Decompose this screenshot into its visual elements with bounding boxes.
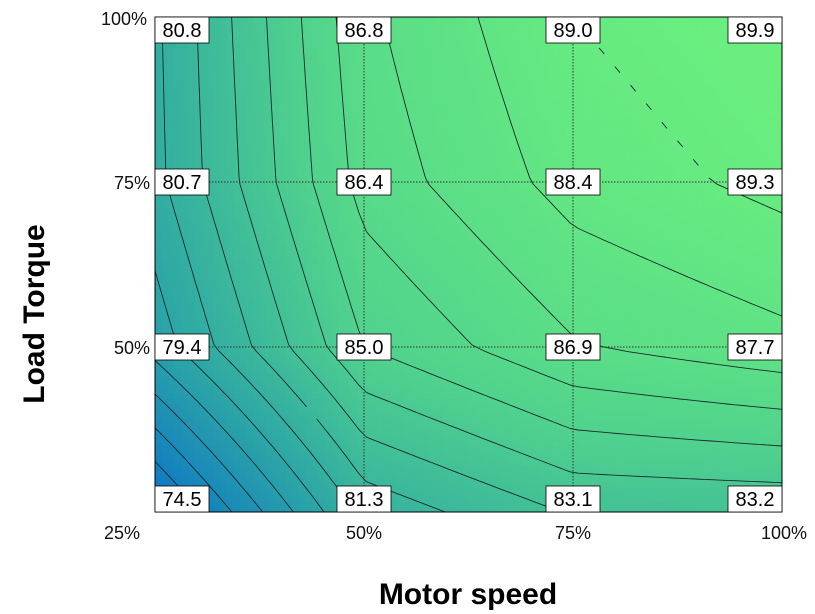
value-label: 81.3 (336, 485, 392, 513)
value-label-text: 85.0 (345, 337, 384, 359)
value-label: 85.0 (336, 333, 392, 361)
value-label-text: 83.1 (554, 489, 593, 511)
contour-line (196, 17, 446, 512)
value-label-box (336, 485, 392, 513)
value-label: 89.9 (727, 16, 783, 44)
contour-line (477, 17, 782, 317)
contour-line (155, 360, 294, 512)
contour-line (266, 17, 782, 484)
value-label-box (545, 16, 601, 44)
value-label-text: 81.3 (345, 489, 384, 511)
value-label-text: 86.8 (345, 20, 384, 42)
value-label-box (154, 333, 210, 361)
value-label-box (154, 16, 210, 44)
value-label-text: 89.0 (554, 20, 593, 42)
value-label-box (336, 16, 392, 44)
value-label: 79.4 (154, 333, 210, 361)
value-label-box (727, 333, 783, 361)
contour-line (155, 393, 263, 512)
value-label-box (154, 168, 210, 196)
y-axis-title: Load Torque (18, 224, 51, 403)
x-tick-label: 75% (555, 523, 591, 543)
value-label-text: 89.9 (736, 20, 775, 42)
contour-line (300, 17, 782, 447)
value-label-box (154, 485, 210, 513)
value-label: 86.9 (545, 333, 601, 361)
y-tick-label: 50% (114, 338, 150, 358)
x-tick-label: 100% (761, 523, 807, 543)
y-tick-label: 75% (114, 173, 150, 193)
value-label: 89.3 (727, 168, 783, 196)
value-label-text: 74.5 (163, 489, 202, 511)
value-label: 83.2 (727, 485, 783, 513)
value-label-text: 83.2 (736, 489, 775, 511)
value-label: 88.4 (545, 168, 601, 196)
y-tick-label: 100% (101, 9, 147, 29)
value-label-box (727, 485, 783, 513)
value-label-text: 86.9 (554, 337, 593, 359)
value-label-text: 79.4 (163, 337, 202, 359)
value-label: 89.0 (545, 16, 601, 44)
value-label-text: 88.4 (554, 172, 593, 194)
value-label: 86.8 (336, 16, 392, 44)
value-label-box (727, 16, 783, 44)
value-labels: 74.5 81.3 83.1 83.2 79.4 85.0 86.9 87.7 80.7 86.4… (154, 16, 783, 513)
x-tick-label: 50% (346, 523, 382, 543)
value-label: 80.7 (154, 168, 210, 196)
y-tick-label: 25% (104, 523, 140, 543)
value-label: 83.1 (545, 485, 601, 513)
grid-lines (155, 17, 782, 512)
value-label-text: 87.7 (736, 337, 775, 359)
value-label-box (545, 485, 601, 513)
value-label: 80.8 (154, 16, 210, 44)
value-label: 74.5 (154, 485, 210, 513)
x-axis-title: Motor speed (379, 578, 557, 611)
value-label-box (545, 333, 601, 361)
value-label-box (336, 168, 392, 196)
value-label-box (727, 168, 783, 196)
value-label-text: 80.8 (163, 20, 202, 42)
heatmap-fill (155, 17, 782, 512)
value-label: 87.7 (727, 333, 783, 361)
value-label-text: 86.4 (345, 172, 384, 194)
axis-ticks: 50% 75% 100% 25% 50% 75% 100% (101, 9, 807, 543)
value-label-text: 89.3 (736, 172, 775, 194)
plot-frame (154, 16, 783, 513)
contour-lines (155, 17, 782, 512)
value-label-box (336, 333, 392, 361)
value-label-box (545, 168, 601, 196)
contour-line (155, 427, 233, 512)
value-label: 86.4 (336, 168, 392, 196)
value-label-text: 80.7 (163, 172, 202, 194)
